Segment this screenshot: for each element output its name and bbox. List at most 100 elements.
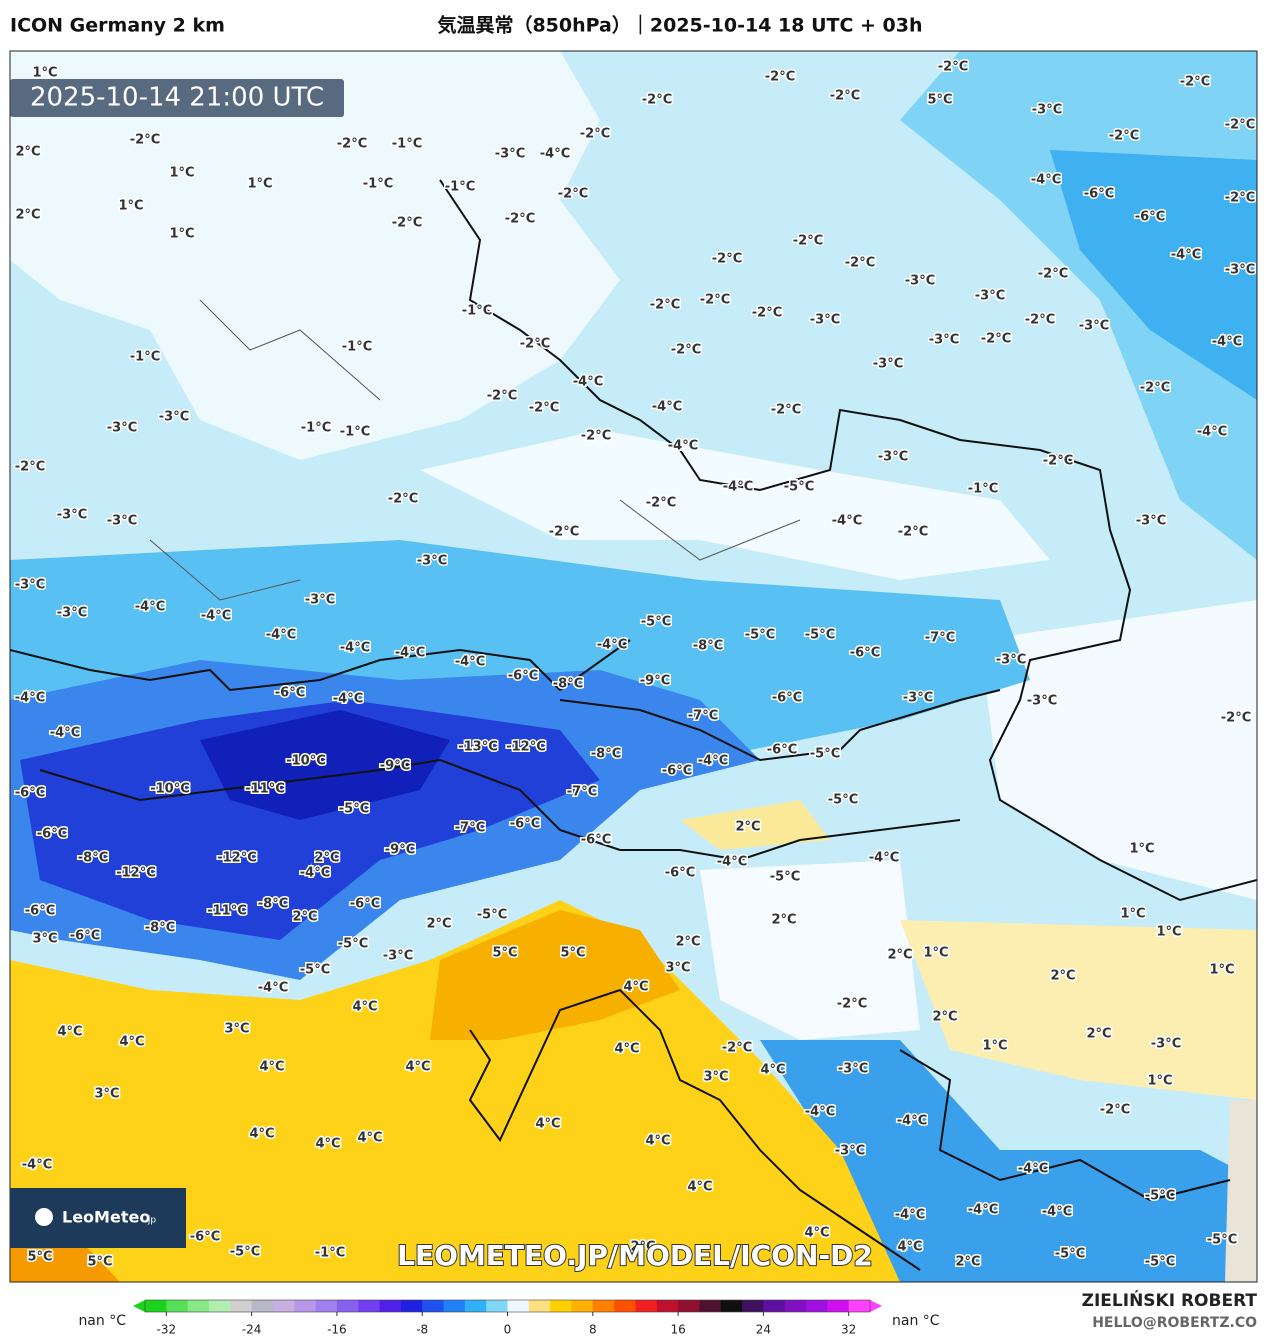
anomaly-label: -2°C (1180, 75, 1210, 90)
colorbar-tick-label: 32 (841, 1323, 856, 1337)
colorbar-swatch (699, 1300, 722, 1312)
colorbar-swatch (230, 1300, 253, 1312)
email: HELLO@ROBERTZ.CO (1092, 1315, 1257, 1331)
anomaly-label: -5°C (339, 802, 369, 817)
anomaly-label: -5°C (1145, 1189, 1175, 1204)
anomaly-label: 4°C (645, 1134, 670, 1149)
colorbar-swatch (315, 1300, 338, 1312)
anomaly-label: -2°C (650, 298, 680, 313)
anomaly-label: -3°C (15, 578, 45, 593)
anomaly-area (10, 1240, 120, 1282)
anomaly-label: -9°C (380, 759, 410, 774)
anomaly-label: -4°C (805, 1105, 835, 1120)
colorbar-swatch (827, 1300, 850, 1312)
anomaly-label: -6°C (1135, 210, 1165, 225)
anomaly-label: -2°C (646, 496, 676, 511)
anomaly-label: -5°C (641, 615, 671, 630)
anomaly-label: -3°C (903, 691, 933, 706)
anomaly-label: 4°C (405, 1060, 430, 1075)
anomaly-label: 4°C (119, 1035, 144, 1050)
anomaly-label: -8°C (258, 897, 288, 912)
colorbar-swatch (550, 1300, 572, 1312)
anomaly-labels: 1°C -2°C 2°C 1°C 1°C 1°C 2°C 1°C -2°C -1°C -1°C -1°… (13, 58, 1256, 1271)
anomaly-label: -8°C (693, 639, 723, 654)
anomaly-area (10, 900, 900, 1282)
anomaly-label: -2°C (388, 492, 418, 507)
anomaly-label: -4°C (968, 1203, 998, 1218)
colorbar-extend (870, 1300, 882, 1312)
anomaly-label: -3°C (1079, 319, 1109, 334)
anomaly-label: -1°C (342, 340, 372, 355)
anomaly-label: -4°C (1171, 248, 1201, 263)
anomaly-label: -4°C (573, 375, 603, 390)
nan-label: nan °C (892, 1313, 940, 1329)
border (1049, 829, 1257, 902)
anomaly-label: -2°C (898, 525, 928, 540)
anomaly-label: -2°C (752, 306, 782, 321)
anomaly-label: -2°C (837, 997, 867, 1012)
colorbar-swatch (507, 1300, 530, 1312)
anomaly-label: -6°C (15, 786, 45, 801)
anomaly-label: -6°C (767, 743, 797, 758)
colorbar-swatch (358, 1300, 381, 1312)
colorbar-swatch (208, 1300, 231, 1312)
anomaly-label: -6°C (581, 833, 611, 848)
anomaly-label: -4°C (1018, 1162, 1048, 1177)
colorbar-tick-label: -24 (242, 1323, 262, 1337)
anomaly-label: 1°C (169, 227, 194, 242)
anomaly-label: -5°C (805, 628, 835, 643)
anomaly-area (420, 430, 1050, 580)
anomaly-label: 2°C (887, 948, 912, 963)
anomaly-label: -2°C (1140, 381, 1170, 396)
anomaly-label: 1°C (1147, 1074, 1172, 1089)
anomaly-label: -9°C (640, 674, 670, 689)
anomaly-label: -12°C (116, 866, 156, 881)
anomaly-label: -2°C (558, 187, 588, 202)
anomaly-label: -3°C (107, 421, 137, 436)
anomaly-label: -1°C (340, 425, 370, 440)
anomaly-label: -2°C (765, 70, 795, 85)
colorbar-swatch (422, 1300, 445, 1312)
anomaly-label: 2°C (932, 1010, 957, 1025)
anomaly-label: -3°C (495, 147, 525, 162)
map (10, 51, 1257, 1282)
watermark: LEOMETEO.JP/MODEL/ICON-D2 (397, 1239, 873, 1272)
anomaly-label: 2°C (292, 910, 317, 925)
anomaly-label: -3°C (1032, 103, 1062, 118)
anomaly-label: -10°C (150, 782, 190, 797)
border (559, 689, 1001, 762)
anomaly-label: -2°C (1225, 191, 1255, 206)
anomaly-label: -2°C (549, 525, 579, 540)
anomaly-label: -4°C (652, 400, 682, 415)
anomaly-label: 2°C (955, 1255, 980, 1270)
anomaly-label: -5°C (1145, 1255, 1175, 1270)
anomaly-label: -3°C (417, 554, 447, 569)
anomaly-label: -4°C (597, 638, 627, 653)
anomaly-label: 3°C (224, 1022, 249, 1037)
colorbar-swatch (848, 1300, 871, 1312)
anomaly-area (980, 600, 1257, 900)
colorbar-tick-label: 0 (504, 1323, 512, 1337)
anomaly-label: 3°C (703, 1070, 728, 1085)
colorbar-swatch (614, 1300, 636, 1312)
anomaly-label: -5°C (784, 480, 814, 495)
colorbar-swatch (145, 1300, 167, 1312)
anomaly-label: 1°C (1156, 925, 1181, 940)
model-name: ICON Germany 2 km (10, 15, 225, 37)
anomaly-label: -3°C (996, 653, 1026, 668)
colorbar-swatch (784, 1300, 807, 1312)
colorbar-swatch (272, 1300, 295, 1312)
anomaly-label: -4°C (668, 439, 698, 454)
anomaly-label: 1°C (923, 946, 948, 961)
anomaly-label: -2°C (793, 234, 823, 249)
anomaly-area (10, 51, 620, 460)
anomaly-label: -3°C (57, 606, 87, 621)
anomaly-label: 1°C (1120, 907, 1145, 922)
anomaly-label: 3°C (32, 932, 57, 947)
anomaly-label: 4°C (687, 1180, 712, 1195)
anomaly-label: -3°C (810, 313, 840, 328)
colorbar-swatch (763, 1300, 786, 1312)
anomaly-label: -3°C (1136, 514, 1166, 529)
anomaly-label: 1°C (1129, 842, 1154, 857)
colorbar-swatch (592, 1300, 615, 1312)
